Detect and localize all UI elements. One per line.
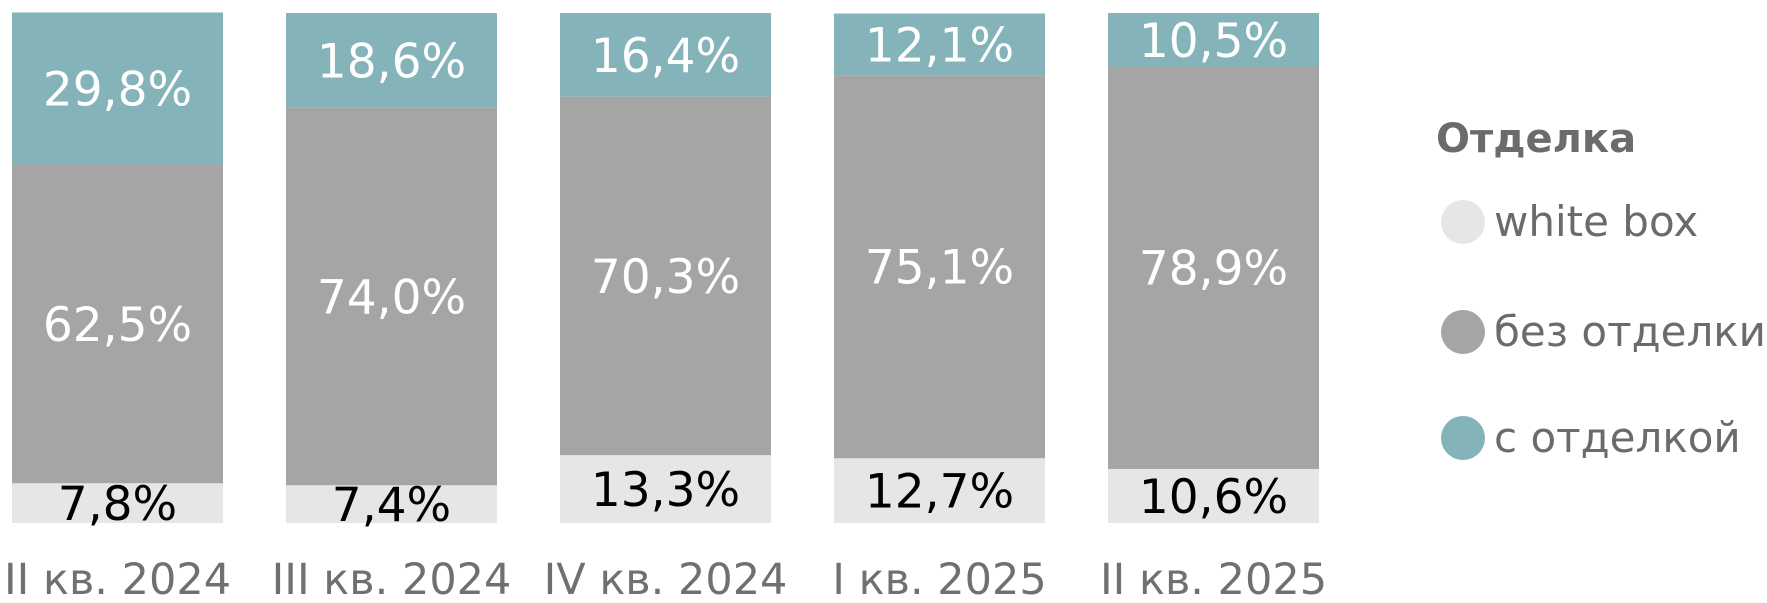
data-label: 70,3% [591, 250, 740, 305]
category-label: II кв. 2024 [4, 555, 231, 603]
data-label: 7,4% [332, 478, 451, 533]
data-label: 16,4% [591, 29, 740, 84]
bar-segment [12, 164, 223, 484]
bars-group: 7,8% 62,5% 29,8% 7,4% 74,0% 18,6% 13,3% 70,3% 16… [12, 12, 1319, 533]
data-label: 13,3% [591, 463, 740, 518]
bar-segment [1108, 468, 1319, 523]
data-label: 78,9% [1139, 242, 1288, 297]
data-label: 12,7% [865, 465, 1014, 520]
bar-segment [286, 485, 497, 523]
bar-segment [834, 13, 1045, 76]
category-labels: II кв. 2024 III кв. 2024 IV кв. 2024 I кв. … [4, 555, 1327, 603]
legend-label: white box [1494, 197, 1698, 246]
legend-label: с отделкой [1494, 413, 1741, 462]
bar-segment [834, 75, 1045, 459]
bar-segment [286, 107, 497, 486]
data-label: 7,8% [58, 477, 177, 532]
category-label: IV кв. 2024 [544, 555, 788, 603]
category-label: II кв. 2025 [1100, 555, 1327, 603]
legend-title: Отделка [1436, 116, 1636, 162]
bar-segment [560, 13, 771, 97]
legend-marker [1441, 200, 1485, 244]
bar-segment [560, 96, 771, 456]
legend-label: без отделки [1494, 307, 1766, 356]
bar-segment [834, 458, 1045, 523]
data-label: 12,1% [865, 18, 1014, 73]
data-label: 29,8% [43, 62, 192, 117]
data-label: 10,6% [1139, 470, 1288, 525]
legend-marker [1441, 310, 1485, 354]
bar-segment [12, 12, 223, 165]
legend-marker [1441, 416, 1485, 460]
data-label: 74,0% [317, 271, 466, 326]
bar-segment [1108, 13, 1319, 67]
category-label: III кв. 2024 [272, 555, 512, 603]
bar-segment [560, 455, 771, 523]
bar-segment [286, 13, 497, 108]
data-label: 62,5% [43, 298, 192, 353]
data-label: 75,1% [865, 241, 1014, 296]
legend: Отделка white box без отделки с отделкой [1436, 116, 1766, 462]
bar-segment [1108, 66, 1319, 469]
bar-segment [12, 483, 223, 523]
data-label: 10,5% [1139, 14, 1288, 69]
category-label: I кв. 2025 [832, 555, 1046, 603]
data-label: 18,6% [317, 34, 466, 89]
